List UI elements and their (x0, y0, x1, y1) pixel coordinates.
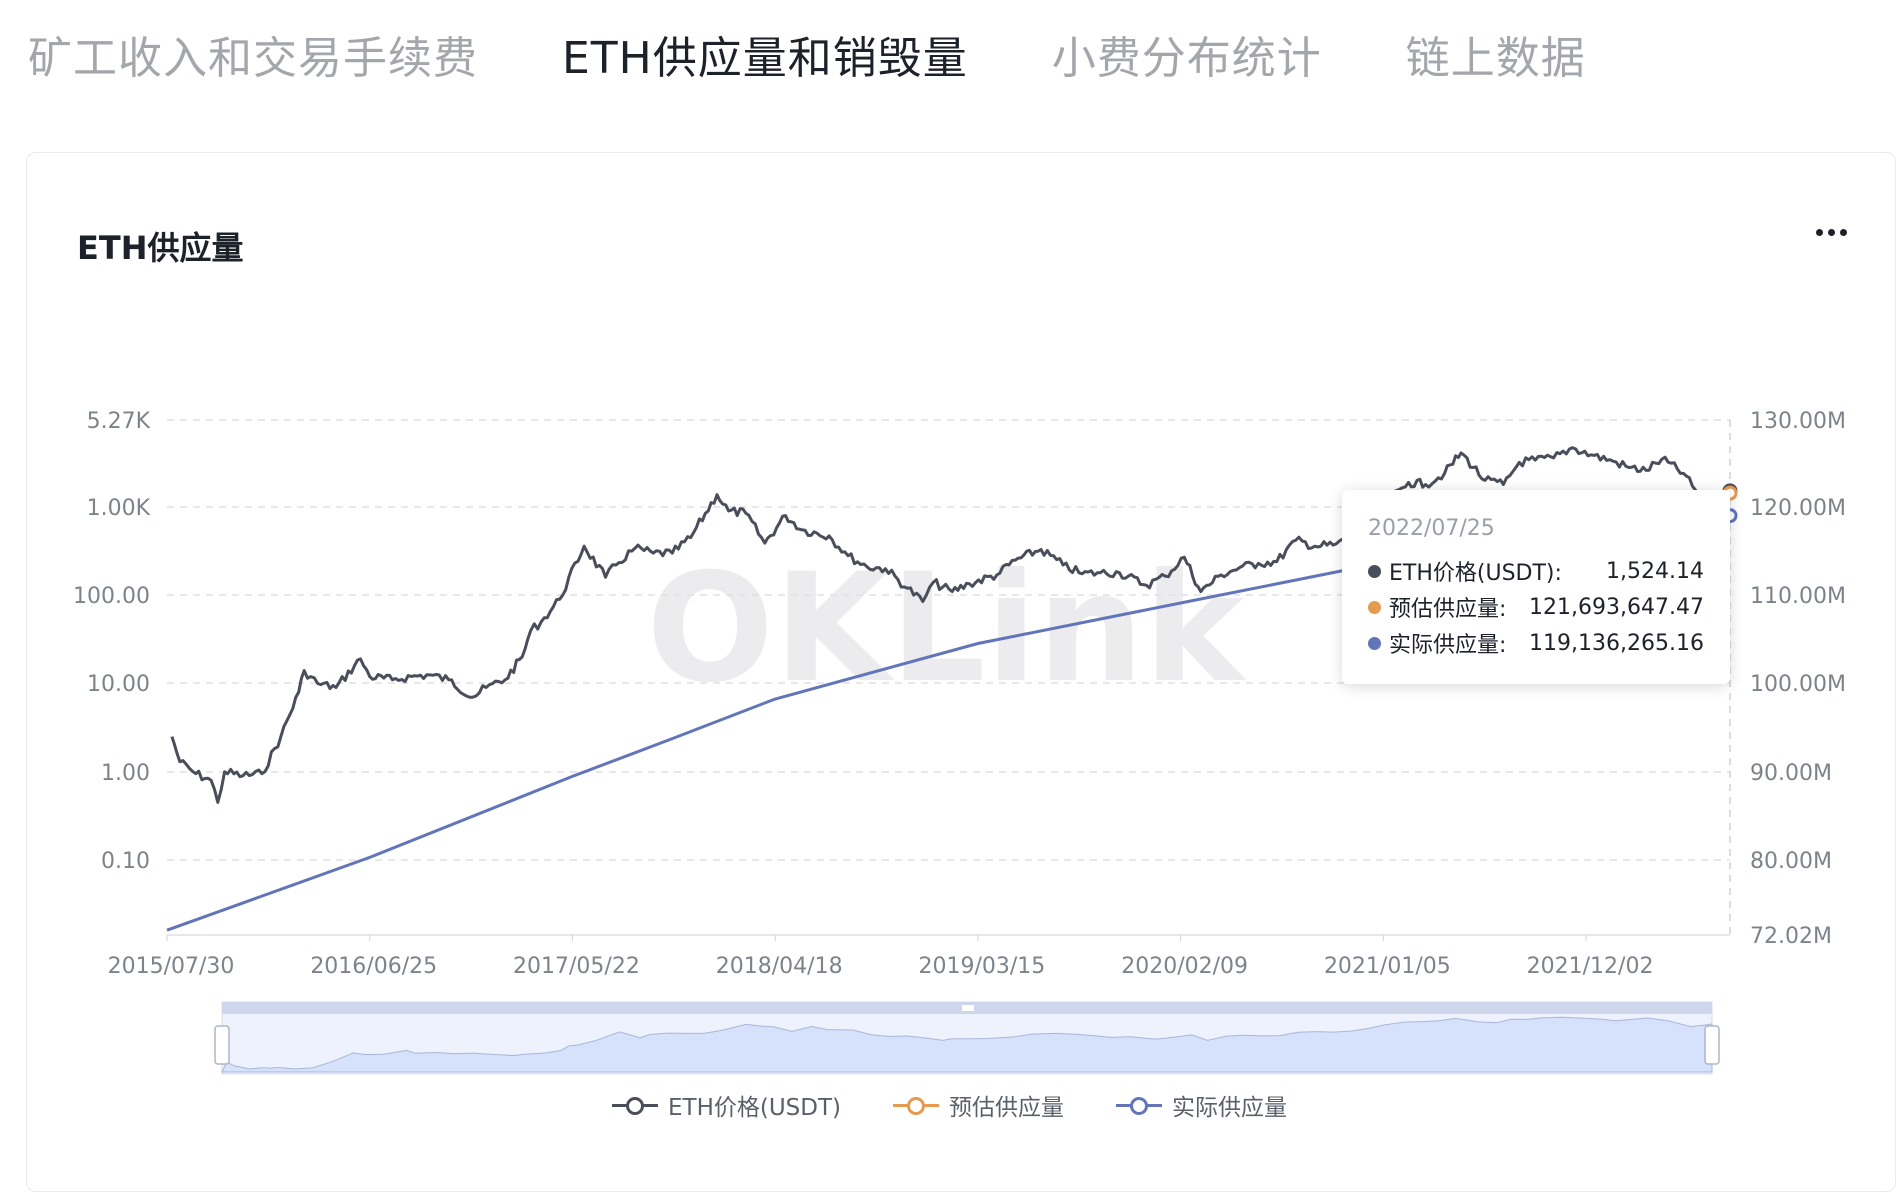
tab-onchain-data[interactable]: 链上数据 (1405, 33, 1586, 84)
y-right-tick-label: 120.00M (1750, 496, 1846, 521)
tooltip-dot-actual (1368, 636, 1381, 650)
y-right-tick-label: 130.00M (1750, 409, 1846, 434)
x-tick-label: 2015/07/30 (108, 954, 235, 979)
y-left-tick-label: 100.00 (73, 584, 150, 609)
y-left-tick-label: 1.00 (101, 761, 150, 786)
legend: ETH价格(USDT) 预估供应量 实际供应量 (612, 1088, 1287, 1122)
legend-item-price[interactable]: ETH价格(USDT) (612, 1088, 841, 1122)
tooltip-label-estimated: 预估供应量: (1389, 597, 1507, 622)
y-left-tick-label: 5.27K (87, 409, 151, 434)
legend-line-icon (1116, 1095, 1163, 1115)
data-zoom-slider (214, 1001, 1720, 1075)
x-tick-label: 2021/12/02 (1527, 954, 1654, 979)
y-left-tick-label: 0.10 (101, 849, 150, 874)
x-tick-label: 2018/04/18 (716, 954, 843, 979)
x-axis: 2015/07/30 2016/06/25 2017/05/22 2018/04/18… (108, 935, 1654, 979)
legend-label-estimated: 预估供应量 (949, 1095, 1065, 1121)
tooltip-row-price: ETH价格(USDT): 1,524.14 (1368, 553, 1704, 589)
more-menu-button[interactable] (1811, 217, 1851, 247)
zoom-mini-area (221, 1016, 1713, 1073)
x-tick-label: 2021/01/05 (1324, 954, 1451, 979)
x-tick-label: 2017/05/22 (513, 954, 640, 979)
legend-item-estimated[interactable]: 预估供应量 (893, 1088, 1064, 1122)
legend-label-price: ETH价格(USDT) (668, 1095, 842, 1121)
watermark: OKLink (646, 542, 1247, 716)
legend-line-icon (612, 1095, 658, 1115)
series-line-price (170, 446, 1732, 804)
zoom-grip-icon[interactable] (962, 1005, 974, 1011)
y-right-tick-label: 110.00M (1750, 584, 1846, 609)
x-tick-label: 2020/02/09 (1121, 954, 1248, 979)
y-axis-left: 5.27K 1.00K 100.00 10.00 1.00 0.10 (73, 409, 151, 874)
y-left-tick-label: 1.00K (87, 496, 151, 521)
y-right-tick-label: 90.00M (1750, 761, 1832, 786)
tooltip-label-actual: 实际供应量: (1389, 633, 1507, 658)
zoom-handle-left[interactable] (214, 1025, 230, 1065)
tab-miner-income[interactable]: 矿工收入和交易手续费 (28, 33, 478, 84)
tooltip-label-price: ETH价格(USDT): (1389, 561, 1562, 586)
y-right-tick-label: 100.00M (1750, 672, 1846, 697)
y-right-tick-label: 72.02M (1750, 924, 1832, 949)
x-tick-label: 2016/06/25 (310, 954, 437, 979)
legend-label-actual: 实际供应量 (1172, 1095, 1288, 1121)
tab-bar: 矿工收入和交易手续费 ETH供应量和销毁量 小费分布统计 链上数据 (28, 14, 1586, 94)
tooltip: 2022/07/25 ETH价格(USDT): 1,524.14 预估供应量: … (1342, 490, 1730, 684)
tooltip-dot-price (1368, 564, 1381, 578)
tooltip-value-actual: 119,136,265.16 (1529, 630, 1704, 656)
y-axis-right: 130.00M 120.00M 110.00M 100.00M 90.00M 80.00M… (1750, 409, 1846, 949)
tooltip-dot-estimated (1368, 600, 1381, 614)
zoom-handle-right[interactable] (1704, 1025, 1720, 1065)
chart-title: ETH供应量 (77, 229, 244, 267)
tooltip-date: 2022/07/25 (1368, 516, 1495, 541)
y-left-tick-label: 10.00 (87, 672, 150, 697)
tab-tip-distribution[interactable]: 小费分布统计 (1051, 33, 1322, 84)
tooltip-value-price: 1,524.14 (1606, 558, 1704, 584)
tooltip-value-estimated: 121,693,647.47 (1529, 594, 1704, 620)
legend-item-actual[interactable]: 实际供应量 (1116, 1088, 1287, 1122)
legend-line-icon (893, 1095, 940, 1115)
x-tick-label: 2019/03/15 (918, 954, 1045, 979)
y-right-tick-label: 80.00M (1750, 849, 1832, 874)
tooltip-row-estimated: 预估供应量: 121,693,647.47 (1368, 589, 1704, 625)
more-horizontal-icon (1815, 228, 1823, 236)
tab-eth-supply-burn[interactable]: ETH供应量和销毁量 (562, 33, 968, 84)
tooltip-row-actual: 实际供应量: 119,136,265.16 (1368, 625, 1704, 661)
